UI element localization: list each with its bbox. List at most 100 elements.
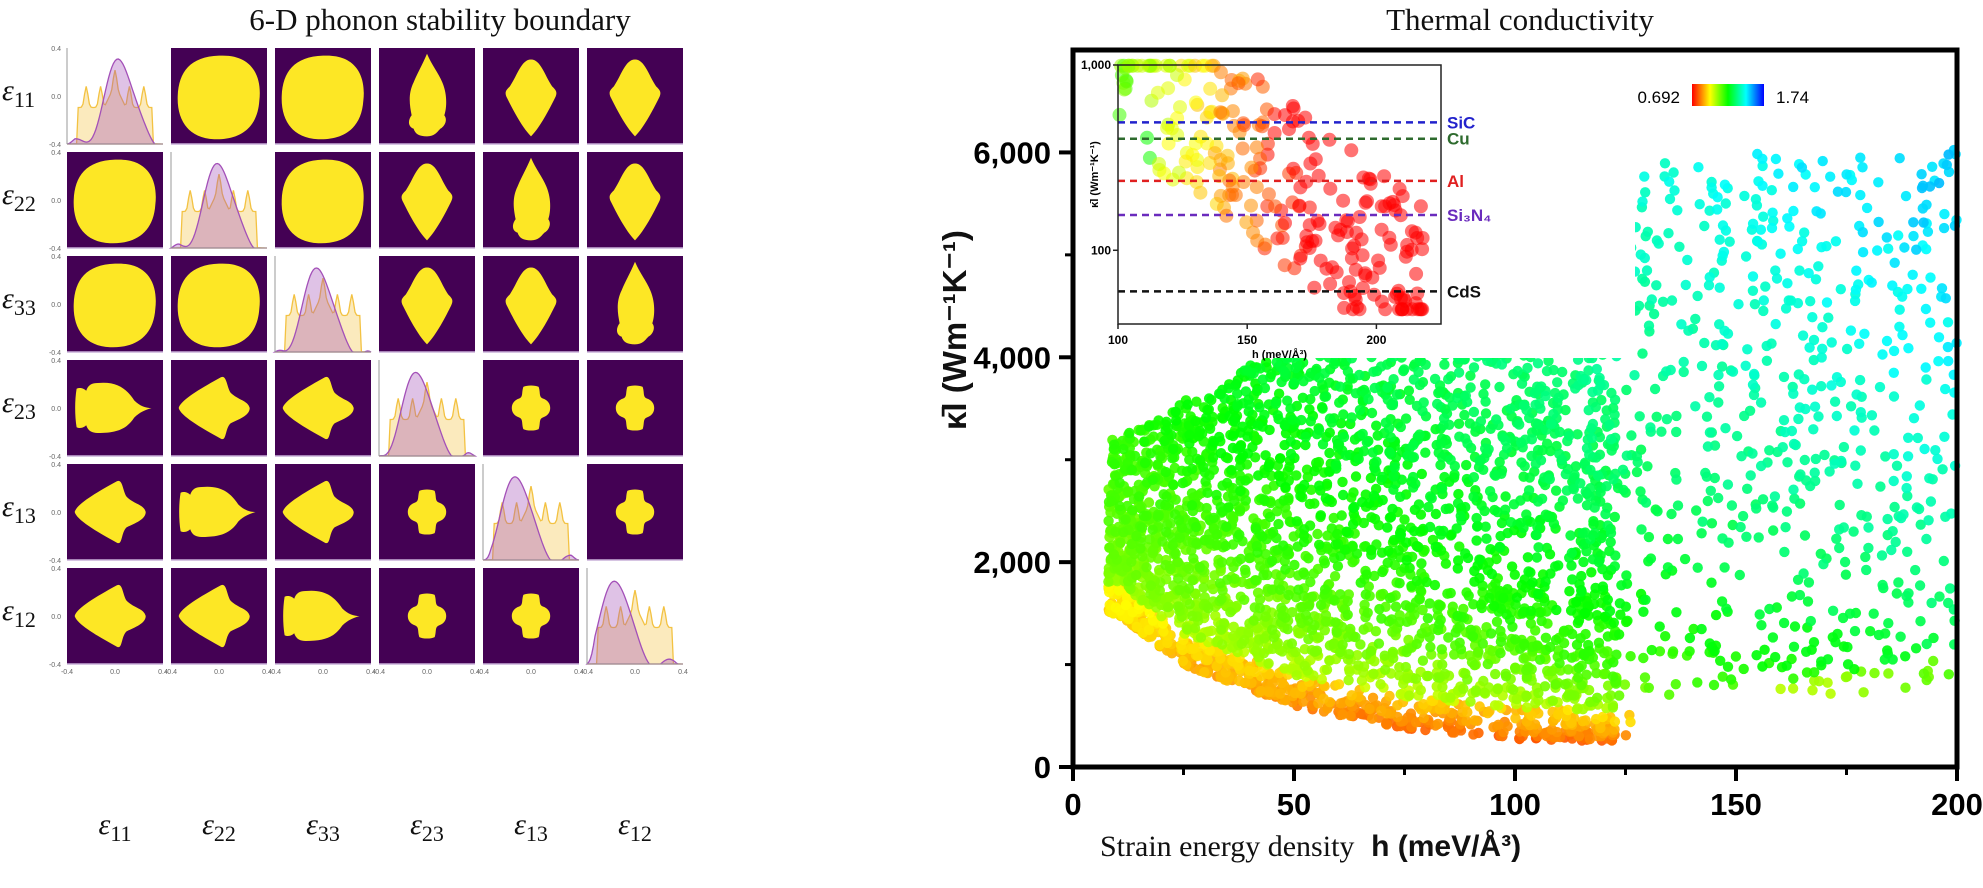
scatter-point xyxy=(1721,603,1732,614)
scatter-point xyxy=(1467,631,1479,642)
inset-point xyxy=(1112,107,1127,122)
scatter-point xyxy=(1353,660,1364,671)
scatter-point xyxy=(1696,623,1707,635)
scatter-point xyxy=(1653,238,1664,249)
cell-4-3 xyxy=(379,464,475,561)
scatter-point xyxy=(1267,624,1278,635)
left-chart-title: 6-D phonon stability boundary xyxy=(249,2,631,37)
scatter-point xyxy=(1413,541,1424,553)
scatter-point xyxy=(1220,667,1231,678)
scatter-point xyxy=(1901,471,1913,482)
scatter-point xyxy=(1201,502,1212,514)
scatter-point xyxy=(1578,556,1589,568)
scatter-point xyxy=(1740,360,1751,371)
y-tick-label: 4,000 xyxy=(973,340,1051,375)
scatter-point xyxy=(1523,566,1534,577)
scatter-point xyxy=(1266,555,1278,567)
scatter-point xyxy=(1489,700,1501,711)
scatter-point xyxy=(1500,435,1511,446)
scatter-point xyxy=(1614,598,1626,609)
scatter-point xyxy=(1775,683,1786,695)
density-series-b xyxy=(168,162,267,249)
scatter-point xyxy=(1550,485,1562,496)
scatter-point xyxy=(1533,588,1544,600)
scatter-point xyxy=(1841,169,1852,180)
scatter-point xyxy=(1672,533,1684,545)
scatter-point xyxy=(1714,234,1725,245)
scatter-point xyxy=(1900,651,1911,662)
scatter-point xyxy=(1829,458,1840,469)
scatter-point xyxy=(1347,519,1359,530)
scatter-point xyxy=(1409,525,1420,537)
scatter-point xyxy=(1817,322,1828,333)
inset-point xyxy=(1203,81,1218,96)
scatter-point xyxy=(1334,397,1345,408)
scatter-point xyxy=(1720,198,1732,209)
scatter-point xyxy=(1129,450,1141,462)
scatter-point xyxy=(1366,545,1377,556)
scatter-point xyxy=(1124,427,1135,439)
scatter-point xyxy=(1664,176,1675,187)
scatter-point xyxy=(1855,152,1866,163)
scatter-point xyxy=(1232,443,1243,454)
scatter-point xyxy=(1587,386,1598,398)
scatter-point xyxy=(1902,546,1913,557)
scatter-point xyxy=(1351,548,1363,559)
inset-point xyxy=(1213,188,1228,203)
inset-point xyxy=(1312,217,1327,231)
scatter-point xyxy=(1418,712,1430,724)
scatter-point xyxy=(1903,588,1914,599)
cell-0-4 xyxy=(483,48,579,145)
scatter-point xyxy=(1666,508,1677,520)
scatter-point xyxy=(1540,576,1551,587)
scatter-point xyxy=(1394,578,1405,589)
scatter-point xyxy=(1629,370,1640,381)
scatter-point xyxy=(1232,388,1243,399)
scatter-point xyxy=(1873,216,1884,228)
scatter-point xyxy=(1826,380,1837,391)
scatter-point xyxy=(1566,547,1578,559)
inset-y-axis-label: κ̄l (Wm⁻¹K⁻¹) xyxy=(1089,141,1101,208)
scatter-point xyxy=(1625,716,1636,728)
scatter-point xyxy=(1608,657,1619,668)
scatter-point xyxy=(1217,639,1228,650)
scatter-point xyxy=(1877,579,1888,591)
scatter-point xyxy=(1417,405,1428,417)
scatter-point xyxy=(1519,638,1530,649)
density-background xyxy=(171,152,267,248)
x-tick-label: 0.4 xyxy=(574,669,584,676)
scatter-point xyxy=(1788,484,1799,495)
scatter-point xyxy=(1722,479,1734,490)
scatter-point xyxy=(1216,557,1228,568)
scatter-point xyxy=(1118,443,1129,455)
scatter-point xyxy=(1893,230,1904,241)
scatter-point xyxy=(1158,626,1169,637)
scatter-point xyxy=(1943,149,1954,160)
scatter-point xyxy=(1926,597,1937,609)
scatter-point xyxy=(1110,602,1122,613)
scatter-point xyxy=(1770,651,1781,663)
scatter-point xyxy=(1920,303,1932,315)
scatter-point xyxy=(1388,484,1399,495)
scatter-point xyxy=(1928,655,1939,667)
scatter-point xyxy=(1679,553,1691,565)
scatter-point xyxy=(1248,368,1259,379)
inset-point xyxy=(1268,199,1283,214)
scatter-point xyxy=(1461,459,1472,471)
scatter-point xyxy=(1733,299,1744,310)
scatter-point xyxy=(1761,355,1773,366)
density-series-a xyxy=(171,173,267,249)
col-label-e33: ε33 xyxy=(306,808,340,846)
scatter-point xyxy=(1564,430,1575,441)
x-tick-label: -0.4 xyxy=(165,669,177,676)
scatter-point xyxy=(1595,379,1606,391)
scatter-point xyxy=(1840,671,1852,683)
inset-point xyxy=(1344,143,1359,158)
scatter-point xyxy=(1882,513,1893,525)
scatter-point xyxy=(1942,317,1954,328)
scatter-point xyxy=(1518,653,1529,664)
density-background xyxy=(587,568,683,664)
scatter-point xyxy=(1587,418,1599,430)
scatter-point xyxy=(1860,551,1871,563)
col-label-e23: ε23 xyxy=(410,808,444,846)
